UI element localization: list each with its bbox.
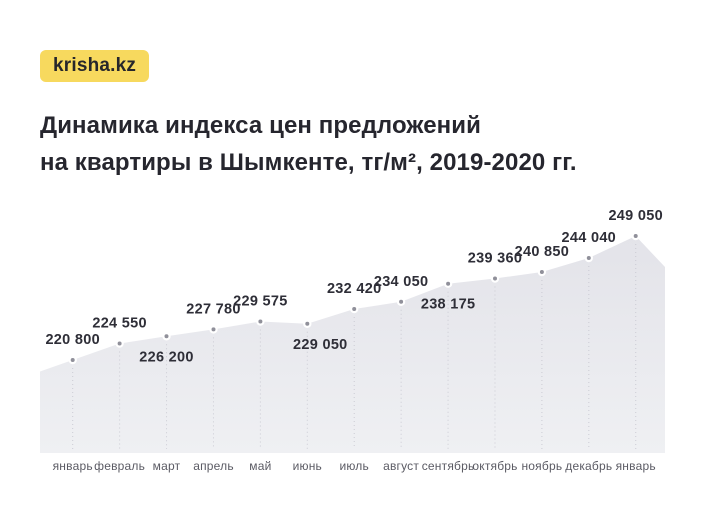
value-label-7: 234 050: [374, 274, 429, 290]
chart-title-line2: на квартиры в Шымкенте, тг/м², 2019-2020…: [40, 149, 577, 176]
chart-area-fill: [40, 236, 665, 453]
data-point-4: [256, 317, 265, 326]
data-point-1: [115, 339, 124, 348]
value-label-3: 227 780: [186, 301, 241, 317]
data-point-2: [162, 332, 171, 341]
value-label-2: 226 200: [139, 349, 194, 365]
data-point-7: [396, 297, 406, 307]
x-axis-label-7: август: [383, 459, 419, 473]
x-axis-label-2: март: [153, 459, 181, 473]
data-point-12: [631, 231, 640, 241]
krisha-logo: krisha.kz: [40, 50, 150, 82]
data-point-11: [584, 253, 594, 263]
x-axis-label-8: сентябрь: [422, 459, 475, 473]
value-label-6: 232 420: [327, 281, 382, 297]
data-point-6: [350, 304, 359, 314]
x-axis-label-3: апрель: [193, 459, 234, 473]
value-label-11: 244 040: [562, 230, 617, 246]
value-label-12: 249 050: [608, 208, 663, 224]
x-axis-label-9: октябрь: [472, 459, 517, 473]
x-axis-label-11: декабрь: [565, 459, 612, 473]
x-axis-label-10: ноябрь: [521, 459, 562, 473]
price-index-area-chart: 220 800 январь 224 550 февраль 226 200 март 22…: [40, 208, 665, 473]
value-label-1: 224 550: [92, 316, 147, 332]
value-label-4: 229 575: [233, 294, 288, 310]
krisha-logo-text: krisha.kz: [53, 55, 137, 76]
value-label-9: 239 360: [468, 251, 523, 267]
x-axis-label-0: январь: [53, 459, 93, 473]
data-point-3: [209, 325, 218, 334]
data-point-0: [68, 355, 77, 365]
value-label-8: 238 175: [421, 297, 476, 313]
data-point-5: [303, 319, 312, 329]
data-point-9: [490, 274, 500, 283]
data-point-10: [537, 267, 547, 277]
x-axis-label-1: февраль: [94, 459, 145, 473]
x-axis-label-6: июль: [339, 459, 369, 473]
value-label-5: 229 050: [293, 337, 348, 353]
data-point-8: [443, 279, 453, 288]
x-axis-label-12: январь: [616, 459, 656, 473]
value-label-0: 220 800: [45, 332, 100, 348]
value-label-10: 240 850: [515, 244, 570, 260]
chart-title-line1: Динамика индекса цен предложений: [40, 112, 481, 139]
x-axis-label-4: май: [249, 459, 271, 473]
x-axis-label-5: июнь: [293, 459, 322, 473]
chart-title: Динамика индекса цен предложений на квар…: [40, 107, 577, 181]
